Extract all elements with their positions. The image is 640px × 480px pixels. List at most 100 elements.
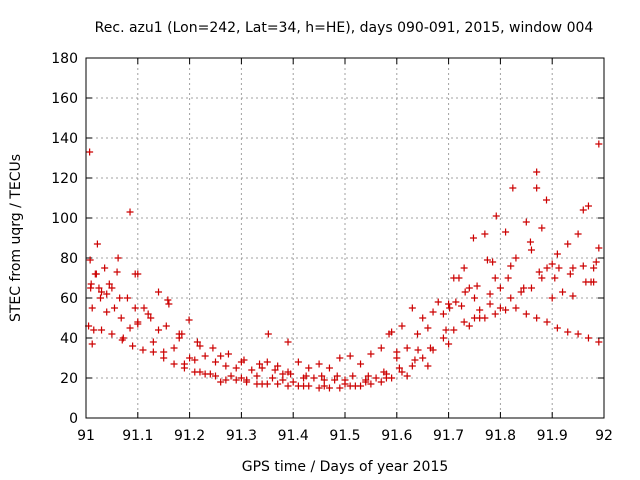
data-point [294, 358, 302, 366]
data-point [382, 374, 390, 382]
data-point [414, 346, 422, 354]
data-point [98, 288, 106, 296]
data-point [129, 342, 137, 350]
data-point [87, 284, 95, 292]
y-tick-labels: 0 20 40 60 80 100 120 140 160 180 [51, 51, 78, 427]
data-point [140, 304, 148, 312]
data-point [481, 314, 489, 322]
y-tick-label: 180 [51, 51, 78, 67]
data-point [248, 366, 256, 374]
data-point [160, 348, 168, 356]
data-point [489, 258, 497, 266]
x-tick-label: 91.2 [174, 428, 205, 444]
x-tick-label: 91.8 [485, 428, 516, 444]
data-point [445, 300, 453, 308]
data-point [442, 326, 450, 334]
data-point [95, 284, 103, 292]
data-point [569, 264, 577, 272]
data-point [377, 378, 385, 386]
data-point [331, 376, 339, 384]
data-point [271, 366, 279, 374]
y-tick-label: 100 [51, 211, 78, 227]
data-point [101, 264, 109, 272]
data-point [310, 374, 318, 382]
y-tick-label: 160 [51, 91, 78, 107]
data-point [193, 338, 201, 346]
x-tick-labels: 91 91.1 91.2 91.3 91.4 91.5 91.6 91.7 91.8 91.9 92 [77, 428, 613, 444]
data-point [201, 352, 209, 360]
data-point [564, 328, 572, 336]
data-point [90, 326, 98, 334]
data-point [268, 374, 276, 382]
data-point [380, 368, 388, 376]
data-point [126, 208, 134, 216]
data-point [460, 318, 468, 326]
data-point [486, 300, 494, 308]
data-point [92, 270, 100, 278]
data-point [364, 372, 372, 380]
data-point [398, 368, 406, 376]
data-point [264, 330, 272, 338]
data-point [592, 258, 600, 266]
data-point [97, 294, 105, 302]
grid-lines [86, 58, 604, 418]
data-point [227, 372, 235, 380]
data-point [533, 184, 541, 192]
data-point [395, 364, 403, 372]
data-point [460, 264, 468, 272]
y-tick-label: 80 [60, 251, 78, 267]
data-point [305, 364, 313, 372]
data-point [579, 206, 587, 214]
data-point [357, 382, 365, 390]
data-point [548, 294, 556, 302]
data-point [114, 254, 122, 262]
data-point [555, 264, 563, 272]
data-point [284, 382, 292, 390]
data-point [126, 324, 134, 332]
data-point [504, 274, 512, 282]
data-point [201, 370, 209, 378]
data-point [590, 264, 598, 272]
data-point [289, 378, 297, 386]
data-point [155, 326, 163, 334]
y-tick-label: 140 [51, 131, 78, 147]
data-point [538, 224, 546, 232]
data-point [455, 274, 463, 282]
data-point [476, 306, 484, 314]
data-point [212, 358, 219, 366]
data-point [424, 324, 432, 332]
data-point [574, 230, 582, 238]
data-point [279, 376, 287, 384]
x-tick-label: 91.7 [433, 428, 464, 444]
data-point [522, 310, 530, 318]
plot-frame [85, 57, 605, 419]
data-point [315, 360, 323, 368]
data-point [279, 370, 287, 378]
data-point [103, 308, 111, 316]
data-point [346, 382, 354, 390]
data-point [86, 148, 94, 156]
data-point [123, 294, 131, 302]
data-point [170, 344, 178, 352]
data-point [116, 294, 124, 302]
data-point [333, 372, 341, 380]
x-tick-label: 91.1 [122, 428, 153, 444]
data-point [139, 346, 147, 354]
y-axis-label: STEC from uqrg / TECUs [8, 154, 24, 322]
data-point [446, 304, 454, 312]
y-tick-label: 60 [60, 291, 78, 307]
data-point [385, 330, 393, 338]
data-point [232, 376, 240, 384]
data-point [336, 384, 344, 392]
data-point [357, 360, 365, 368]
data-point [93, 240, 101, 248]
data-point [587, 278, 595, 286]
data-point [134, 270, 142, 278]
data-point [149, 338, 157, 346]
data-point [481, 230, 489, 238]
data-points [85, 140, 603, 392]
data-point [253, 372, 261, 380]
chart-title: Rec. azu1 (Lon=242, Lat=34, h=HE), days … [95, 20, 594, 36]
data-point [543, 318, 551, 326]
data-point [263, 380, 271, 388]
